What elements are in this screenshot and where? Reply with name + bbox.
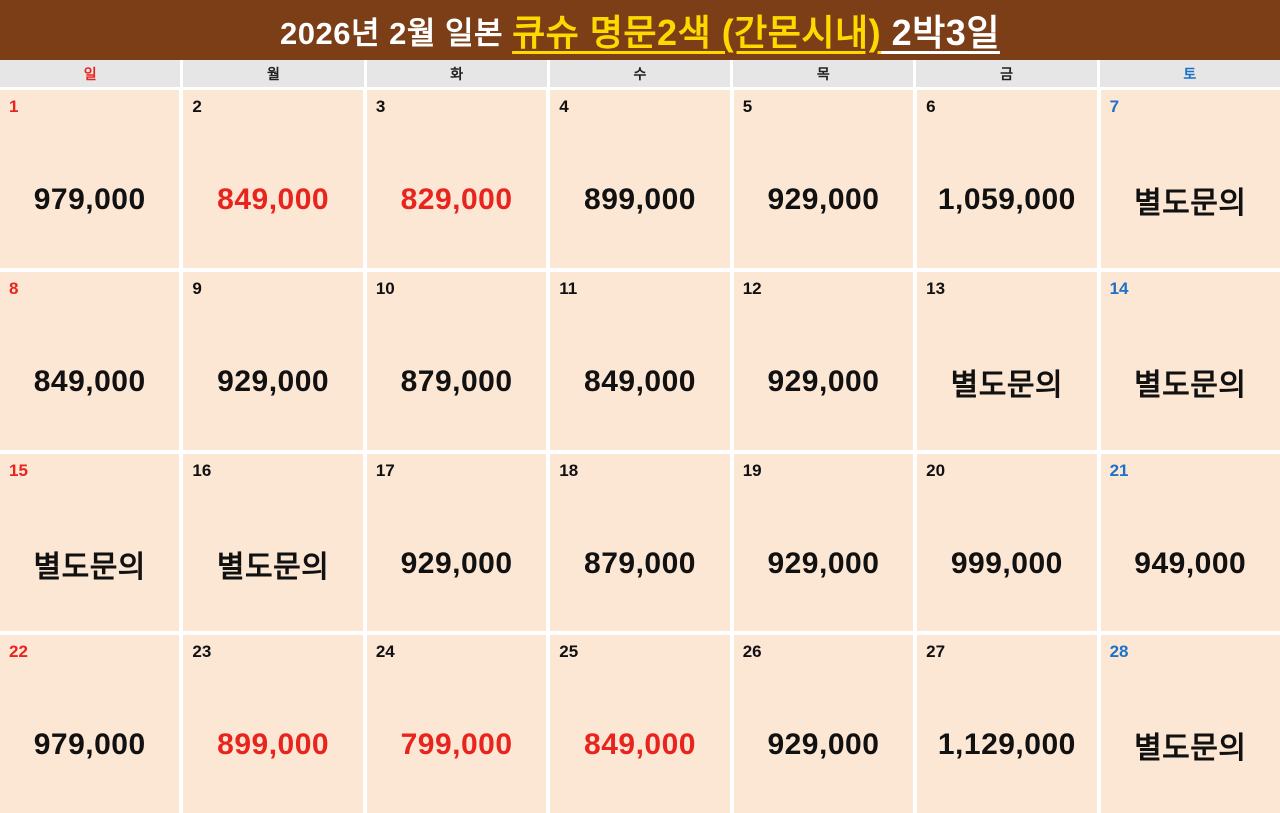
calendar-cell: 3 829,000 [366, 90, 547, 268]
calendar-cell: 23 899,000 [183, 635, 363, 813]
price-label: 849,000 [217, 183, 330, 217]
day-number: 21 [1109, 460, 1129, 480]
calendar-cell: 28 별도문의 [1100, 635, 1280, 813]
calendar-cell: 4 899,000 [550, 90, 730, 268]
price-label: 849,000 [33, 364, 146, 398]
day-number: 2 [192, 97, 202, 116]
day-number: 5 [742, 97, 753, 116]
day-number: 18 [559, 460, 579, 480]
calendar-grid: 1 979,000 2 849,000 3 829,000 4 899,000 5 929,000… [0, 90, 1280, 813]
title-duration: 2박3일 [881, 12, 1000, 53]
calendar-cell: 27 1,129,000 [917, 635, 1097, 813]
calendar-cell: 9 929,000 [183, 271, 363, 450]
price-label: 929,000 [767, 546, 880, 580]
calendar-cell: 22 979,000 [0, 635, 180, 813]
price-label: 999,000 [950, 546, 1063, 580]
day-number: 6 [926, 97, 936, 116]
day-number: 19 [742, 460, 762, 480]
day-number: 14 [1109, 278, 1129, 298]
price-label: 별도문의 [33, 550, 146, 584]
calendar-cell: 26 929,000 [733, 635, 914, 813]
price-label: 849,000 [584, 728, 696, 762]
calendar-cell: 25 849,000 [550, 635, 730, 813]
calendar-cell: 6 1,059,000 [917, 90, 1097, 268]
day-number: 23 [192, 642, 212, 662]
price-label: 별도문의 [1134, 187, 1247, 221]
calendar-cell: 16 별도문의 [183, 453, 363, 632]
calendar-cell: 18 879,000 [550, 453, 730, 632]
calendar-cell: 19 929,000 [733, 453, 914, 632]
weekday-label: 토 [1099, 60, 1280, 87]
day-number: 20 [926, 460, 946, 480]
day-number: 16 [192, 460, 212, 480]
calendar-cell: 24 799,000 [366, 635, 547, 813]
calendar-cell: 17 929,000 [366, 453, 547, 632]
day-number: 3 [375, 97, 386, 116]
price-label: 별도문의 [950, 368, 1064, 402]
price-label: 979,000 [33, 183, 146, 217]
calendar-cell: 5 929,000 [733, 90, 914, 268]
day-number: 26 [742, 642, 762, 662]
price-label: 899,000 [584, 183, 696, 217]
day-number: 7 [1109, 97, 1120, 116]
day-number: 12 [742, 278, 762, 298]
day-number: 9 [192, 278, 202, 298]
price-label: 929,000 [217, 364, 330, 398]
title-date-text: 2026년 2월 일본 [280, 15, 504, 51]
day-number: 10 [375, 278, 395, 298]
calendar-cell: 21 949,000 [1100, 453, 1280, 632]
day-number: 11 [559, 278, 578, 298]
price-label: 929,000 [767, 364, 880, 398]
calendar-cell: 20 999,000 [917, 453, 1097, 632]
calendar-cell: 1 979,000 [0, 90, 180, 268]
price-label: 879,000 [584, 546, 696, 580]
price-label: 949,000 [1134, 546, 1247, 580]
price-label: 799,000 [400, 728, 513, 762]
day-number: 25 [559, 642, 579, 662]
calendar-cell: 15 별도문의 [0, 453, 180, 632]
day-number: 24 [375, 642, 395, 662]
title-bar: 2026년 2월 일본 큐슈 명문2색 (간몬시내) 2박3일 [0, 0, 1280, 60]
price-label: 829,000 [400, 183, 513, 217]
day-number: 27 [926, 642, 946, 662]
title-tour-name: 큐슈 명문2색 (간몬시내) [512, 12, 882, 53]
price-label: 979,000 [33, 728, 146, 762]
calendar-cell: 10 879,000 [366, 271, 547, 450]
price-label: 849,000 [584, 364, 696, 398]
calendar-cell: 8 849,000 [0, 271, 180, 450]
calendar-cell: 7 별도문의 [1100, 90, 1280, 268]
price-label: 929,000 [400, 546, 513, 580]
price-label: 별도문의 [1134, 732, 1247, 766]
calendar-cell: 14 별도문의 [1100, 271, 1280, 450]
weekday-label: 목 [733, 60, 914, 87]
day-number: 17 [375, 460, 395, 480]
price-label: 929,000 [767, 728, 880, 762]
day-number: 22 [9, 642, 28, 662]
calendar-cell: 13 별도문의 [917, 271, 1097, 450]
price-label: 별도문의 [216, 550, 330, 584]
day-number: 8 [9, 278, 19, 298]
day-number: 4 [559, 97, 569, 116]
weekday-label: 금 [916, 60, 1097, 87]
calendar-cell: 2 849,000 [183, 90, 363, 268]
day-number: 15 [9, 460, 28, 480]
weekday-label: 수 [549, 60, 731, 87]
price-label: 899,000 [217, 728, 330, 762]
calendar-cell: 11 849,000 [550, 271, 730, 450]
weekday-label: 화 [366, 60, 547, 87]
weekday-label: 일 [0, 60, 181, 87]
price-label: 1,129,000 [937, 728, 1076, 762]
price-label: 1,059,000 [937, 183, 1076, 217]
day-number: 13 [926, 278, 946, 298]
price-label: 929,000 [767, 183, 880, 217]
weekday-label: 월 [183, 60, 364, 87]
day-number: 28 [1109, 642, 1129, 662]
day-number: 1 [9, 97, 19, 116]
price-label: 879,000 [400, 364, 513, 398]
calendar-cell: 12 929,000 [733, 271, 914, 450]
price-label: 별도문의 [1134, 368, 1247, 402]
